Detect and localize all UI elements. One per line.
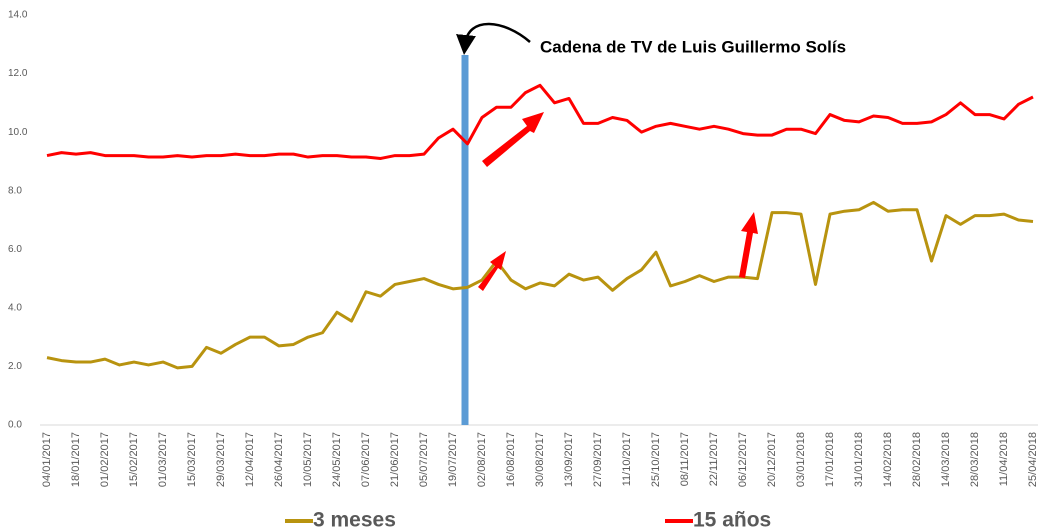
x-tick-label: 27/09/2017 xyxy=(592,432,604,487)
x-tick-label: 11/10/2017 xyxy=(621,432,633,486)
x-tick-label: 26/04/2017 xyxy=(273,432,285,487)
x-tick-label: 24/05/2017 xyxy=(331,432,343,487)
x-tick-label: 25/10/2017 xyxy=(650,432,662,487)
y-tick-label: 4.0 xyxy=(8,302,22,313)
x-tick-label: 25/04/2018 xyxy=(1027,432,1038,487)
x-tick-label: 02/08/2017 xyxy=(476,432,488,487)
x-tick-label: 16/08/2017 xyxy=(505,432,517,487)
x-tick-label: 14/02/2018 xyxy=(882,432,894,487)
line-series xyxy=(46,200,1034,370)
x-tick-label: 29/03/2017 xyxy=(215,432,227,487)
x-tick-label: 07/06/2017 xyxy=(360,432,372,487)
x-tick-label: 31/01/2018 xyxy=(853,432,865,487)
x-tick-label: 10/05/2017 xyxy=(302,432,314,487)
y-tick-label: 2.0 xyxy=(8,361,22,372)
x-tick-label: 15/02/2017 xyxy=(128,432,140,487)
y-tick-label: 6.0 xyxy=(8,244,22,255)
arrow xyxy=(478,251,506,291)
arrow xyxy=(739,212,758,278)
x-tick-label: 08/11/2017 xyxy=(679,432,691,486)
x-tick-label: 28/02/2018 xyxy=(911,432,923,487)
x-tick-label: 19/07/2017 xyxy=(447,432,459,487)
x-tick-label: 18/01/2017 xyxy=(70,432,82,487)
x-tick-label: 12/04/2017 xyxy=(244,432,256,487)
y-tick-label: 12.0 xyxy=(8,68,28,79)
y-tick-label: 8.0 xyxy=(8,185,22,196)
x-tick-label: 20/12/2017 xyxy=(766,432,778,487)
x-tick-label: 01/03/2017 xyxy=(157,432,169,487)
x-tick-label: 22/11/2017 xyxy=(708,432,720,486)
y-tick-label: 14.0 xyxy=(8,10,28,21)
x-tick-label: 06/12/2017 xyxy=(737,432,749,487)
x-tick-label: 17/01/2018 xyxy=(824,432,836,487)
x-tick-label: 28/03/2018 xyxy=(969,432,981,487)
x-tick-label: 04/01/2017 xyxy=(41,432,53,487)
y-tick-label: 10.0 xyxy=(8,127,28,138)
x-tick-label: 15/03/2017 xyxy=(186,432,198,487)
x-tick-label: 01/02/2017 xyxy=(99,432,111,487)
legend-label: 3 meses xyxy=(313,509,396,531)
x-tick-label: 03/01/2018 xyxy=(795,432,807,487)
legend-label: 15 años xyxy=(693,509,771,531)
arrow xyxy=(482,112,544,167)
trend-arrows xyxy=(478,112,758,291)
annotation: Cadena de TV de Luis Guillermo Solís xyxy=(540,37,846,56)
x-tick-label: 05/07/2017 xyxy=(418,432,430,487)
callout-arrow xyxy=(456,22,531,55)
x-tick-label: 21/06/2017 xyxy=(389,432,401,487)
x-tick-label: 13/09/2017 xyxy=(563,432,575,487)
x-tick-label: 11/04/2018 xyxy=(998,432,1010,486)
line-series xyxy=(46,83,1034,160)
x-tick-label: 30/08/2017 xyxy=(534,432,546,487)
y-tick-label: 0.0 xyxy=(8,420,22,431)
x-tick-label: 14/03/2018 xyxy=(940,432,952,487)
event-line xyxy=(461,55,469,425)
